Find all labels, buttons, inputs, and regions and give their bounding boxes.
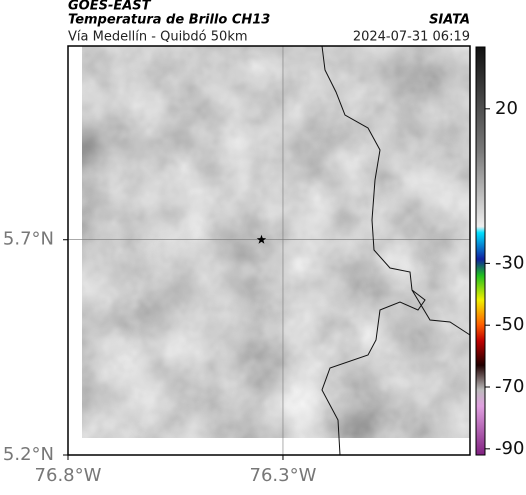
- colorbar-tick-label: 20: [495, 98, 518, 119]
- colorbar: [475, 46, 486, 456]
- colorbar-tick-label: -70: [495, 376, 524, 397]
- source: SIATA: [429, 13, 470, 28]
- satellite: GOES-EAST: [68, 0, 152, 14]
- location-marker: [256, 234, 267, 244]
- timestamp: 2024-07-31 06:19: [353, 30, 470, 45]
- lat-tick-label: 5.2°N: [3, 444, 54, 465]
- border-line: [411, 289, 471, 336]
- colorbar-tick-label: -90: [495, 438, 524, 459]
- satellite-image: [82, 46, 470, 438]
- lon-tick-label: 76.8°W: [35, 465, 102, 486]
- colorbar-tick-label: -50: [495, 314, 524, 335]
- lon-tick-label: 76.3°W: [250, 465, 317, 486]
- map-frame: [67, 45, 471, 456]
- product: Temperatura de Brillo CH13: [68, 13, 270, 28]
- colorbar-tick-label: -30: [495, 252, 524, 273]
- lat-tick-label: 5.7°N: [3, 229, 54, 250]
- route: Vía Medellín - Quibdó 50km: [68, 30, 248, 45]
